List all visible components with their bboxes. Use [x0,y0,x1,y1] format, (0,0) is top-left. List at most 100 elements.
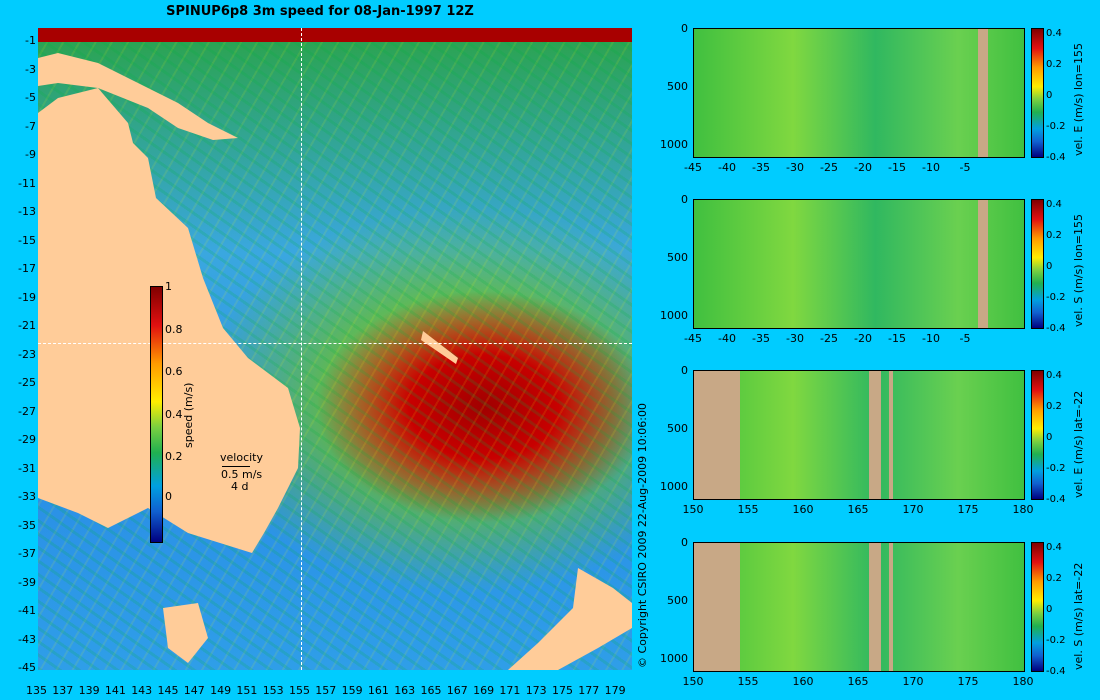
section-y-tick: 0 [681,22,688,35]
australia-land [38,88,300,553]
section-y-tick: 0 [681,193,688,206]
section-x-tick: 155 [737,675,759,688]
velocity-legend-arrow [222,466,250,467]
section-x-tick: -10 [922,332,940,345]
section-y-tick: 500 [667,80,688,93]
map-y-tick: -23 [18,347,36,361]
section-cbar-tick: -0.4 [1046,323,1066,334]
section-cbar-tick: 0.4 [1046,199,1062,210]
section-cbar-tick: 0.2 [1046,401,1062,412]
section-x-tick: -35 [752,161,770,174]
map-y-tick: -45 [18,661,36,674]
map-x-tick: 159 [341,684,363,697]
section-cbar-tick: -0.4 [1046,494,1066,505]
map-y-tick: -1 [25,34,36,47]
section-label: vel. E (m/s) lon=155 [1072,43,1085,156]
velocity-legend-title: velocity [220,451,263,464]
section-line-lat22 [38,343,632,344]
map-y-tick: -7 [25,119,36,133]
section-x-tick: 170 [902,675,924,688]
section-cbar-tick: 0 [1046,432,1053,443]
plot-title: SPINUP6p8 3m speed for 08-Jan-1997 12Z [166,4,474,19]
section-x-tick: 180 [1012,675,1034,688]
section-cbar-tick: 0 [1046,604,1053,615]
section-cbar-tick: 0.2 [1046,59,1062,70]
map-y-tick: -29 [18,433,36,446]
section-x-tick: -15 [888,332,906,345]
map-x-tick: 177 [578,684,600,697]
map-x-tick: 179 [604,684,626,697]
section-panel-0 [693,28,1025,158]
section-x-tick: 160 [792,675,814,688]
map-y-tick: -41 [18,604,36,617]
section-x-tick: -5 [959,161,971,174]
section-x-tick: 165 [847,675,869,688]
section-cbar-tick: 0.4 [1046,28,1062,39]
map-y-tick: -17 [18,262,36,275]
section-panel-1 [693,199,1025,329]
map-x-tick: 155 [289,684,310,697]
map-y-tick: -27 [18,404,36,418]
section-y-tick: 500 [667,594,688,607]
section-cbar-tick: 0 [1046,90,1053,101]
section-panel-2 [693,370,1025,500]
section-y-tick: 500 [667,422,688,435]
map-x-tick: 163 [394,684,416,697]
section-y-tick: 0 [681,364,688,377]
section-x-tick: -35 [752,332,770,345]
map-x-tick: 153 [262,684,284,697]
section-x-tick: -15 [888,161,906,174]
land-mask [889,543,893,671]
section-x-tick: 180 [1012,503,1034,516]
section-colorbar [1031,199,1044,329]
section-cbar-tick: 0 [1046,261,1053,272]
map-y-tick: -9 [25,148,36,161]
section-y-tick: 1000 [660,652,688,665]
map-y-tick: -13 [18,205,36,218]
newcaledonia-land [421,331,458,364]
map-x-tick: 157 [315,684,337,697]
section-label: vel. S (m/s) lat=-22 [1072,562,1085,670]
section-panel-3 [693,542,1025,672]
section-cbar-tick: -0.4 [1046,152,1066,163]
map-y-tick: -33 [18,490,36,503]
map-x-tick: 167 [446,684,468,697]
section-y-tick: 500 [667,251,688,264]
section-cbar-tick: -0.2 [1046,463,1066,474]
map-y-tick: -21 [18,319,36,332]
map-y-tick: -37 [18,547,36,560]
section-colorbar [1031,542,1044,672]
map-x-tick: 141 [104,684,126,697]
cbar-tick: 0 [165,490,172,503]
section-colorbar [1031,370,1044,500]
map-x-tick: 151 [236,684,258,697]
map-x-tick: 173 [525,684,547,697]
tasmania-land [163,603,208,663]
map-x-tick: 147 [183,684,205,697]
copyright-text: © Copyright CSIRO 2009 22-Aug-2009 10:06… [636,402,649,668]
section-cbar-tick: -0.4 [1046,666,1066,677]
map-y-tick: -15 [18,233,36,247]
section-cbar-tick: -0.2 [1046,635,1066,646]
velocity-legend-time: 4 d [231,480,249,493]
section-cbar-tick: -0.2 [1046,121,1066,132]
colorbar-label: speed (m/s) [182,382,195,448]
land-mask [694,543,740,671]
section-x-tick: -45 [684,161,702,174]
png-land [38,53,238,140]
section-x-tick: -10 [922,161,940,174]
map-colorbar [150,286,163,543]
section-x-tick: -20 [854,161,872,174]
section-x-tick: -25 [820,161,838,174]
cbar-tick: 0.4 [165,408,183,421]
map-y-tick: -25 [18,376,36,389]
velocity-legend-value: 0.5 m/s [221,468,263,481]
section-x-tick: 165 [847,503,869,516]
map-x-tick: 135 [26,684,47,697]
map-x-tick: 145 [157,684,179,697]
map-y-tick: -11 [18,176,36,190]
map-x-tick: 143 [131,684,153,697]
map-x-tick: 149 [210,684,232,697]
section-x-tick: 160 [792,503,814,516]
section-x-tick: 175 [957,675,979,688]
